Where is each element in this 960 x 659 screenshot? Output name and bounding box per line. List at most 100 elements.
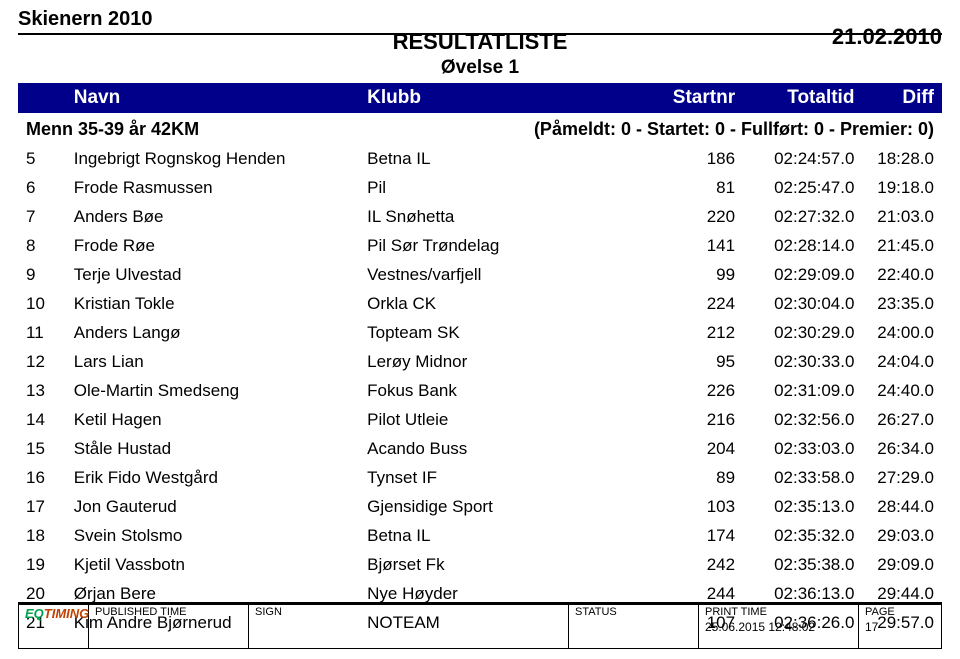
cell-navn: Ketil Hagen <box>74 410 367 430</box>
cell-navn: Ståle Hustad <box>74 439 367 459</box>
cell-klubb: Fokus Bank <box>367 381 645 401</box>
cell-navn: Ørjan Bere <box>74 584 367 604</box>
cell-klubb: Betna IL <box>367 526 645 546</box>
cell-navn: Frode Røe <box>74 236 367 256</box>
cell-startnr: 204 <box>646 439 736 459</box>
cell-navn: Ingebrigt Rognskog Henden <box>74 149 367 169</box>
cell-klubb: Lerøy Midnor <box>367 352 645 372</box>
cell-diff: 23:35.0 <box>854 294 934 314</box>
cell-navn: Terje Ulvestad <box>74 265 367 285</box>
category-meta: (Påmeldt: 0 - Startet: 0 - Fullført: 0 -… <box>534 119 934 140</box>
table-body: 5Ingebrigt Rognskog HendenBetna IL18602:… <box>18 144 942 637</box>
table-row: 10Kristian TokleOrkla CK22402:30:04.023:… <box>18 289 942 318</box>
cell-startnr: 141 <box>646 236 736 256</box>
event-date: 21.02.2010 <box>832 24 942 50</box>
cell-klubb: Gjensidige Sport <box>367 497 645 517</box>
cell-totaltid: 02:35:32.0 <box>735 526 854 546</box>
cell-totaltid: 02:29:09.0 <box>735 265 854 285</box>
cell-navn: Jon Gauterud <box>74 497 367 517</box>
cell-startnr: 216 <box>646 410 736 430</box>
cell-navn: Anders Langø <box>74 323 367 343</box>
cell-startnr: 89 <box>646 468 736 488</box>
cell-klubb: Acando Buss <box>367 439 645 459</box>
col-diff-header: Diff <box>854 87 934 109</box>
footer-page: PAGE 17 <box>859 603 941 648</box>
cell-rank: 9 <box>26 265 74 285</box>
table-header: Navn Klubb Startnr Totaltid Diff <box>18 83 942 113</box>
cell-startnr: 81 <box>646 178 736 198</box>
cell-rank: 12 <box>26 352 74 372</box>
col-totaltid-header: Totaltid <box>735 87 854 109</box>
cell-klubb: Vestnes/varfjell <box>367 265 645 285</box>
footer-status-label: STATUS <box>575 606 692 618</box>
footer-page-value: 17 <box>865 620 935 634</box>
col-navn-header: Navn <box>74 87 367 109</box>
footer-print-value: 25.06.2015 12:48:02 <box>705 620 852 634</box>
footer-published-label: PUBLISHED TIME <box>95 606 242 618</box>
cell-totaltid: 02:31:09.0 <box>735 381 854 401</box>
cell-rank: 19 <box>26 555 74 575</box>
cell-diff: 28:44.0 <box>854 497 934 517</box>
cell-totaltid: 02:35:38.0 <box>735 555 854 575</box>
page: Skienern 2010 RESULTATLISTE 21.02.2010 Ø… <box>0 0 960 637</box>
cell-startnr: 226 <box>646 381 736 401</box>
ovelse-label: Øvelse 1 <box>18 57 942 79</box>
cell-startnr: 95 <box>646 352 736 372</box>
cell-klubb: Bjørset Fk <box>367 555 645 575</box>
cell-rank: 5 <box>26 149 74 169</box>
title-row: RESULTATLISTE 21.02.2010 <box>18 29 942 55</box>
cell-klubb: Tynset IF <box>367 468 645 488</box>
cell-startnr: 242 <box>646 555 736 575</box>
cell-totaltid: 02:33:03.0 <box>735 439 854 459</box>
table-row: 17Jon GauterudGjensidige Sport10302:35:1… <box>18 492 942 521</box>
cell-totaltid: 02:25:47.0 <box>735 178 854 198</box>
table-row: 14Ketil HagenPilot Utleie21602:32:56.026… <box>18 405 942 434</box>
cell-rank: 13 <box>26 381 74 401</box>
cell-klubb: Betna IL <box>367 149 645 169</box>
cell-diff: 29:09.0 <box>854 555 934 575</box>
table-row: 7Anders BøeIL Snøhetta22002:27:32.021:03… <box>18 202 942 231</box>
cell-rank: 20 <box>26 584 74 604</box>
cell-diff: 26:34.0 <box>854 439 934 459</box>
cell-rank: 15 <box>26 439 74 459</box>
cell-klubb: Nye Høyder <box>367 584 645 604</box>
cell-navn: Svein Stolsmo <box>74 526 367 546</box>
cell-klubb: Orkla CK <box>367 294 645 314</box>
table-row: 5Ingebrigt Rognskog HendenBetna IL18602:… <box>18 144 942 173</box>
table-row: 12Lars LianLerøy Midnor9502:30:33.024:04… <box>18 347 942 376</box>
cell-diff: 27:29.0 <box>854 468 934 488</box>
footer-print: PRINT TIME 25.06.2015 12:48:02 <box>699 603 859 648</box>
cell-navn: Kristian Tokle <box>74 294 367 314</box>
cell-diff: 22:40.0 <box>854 265 934 285</box>
cell-totaltid: 02:24:57.0 <box>735 149 854 169</box>
top-row: Skienern 2010 <box>18 8 942 31</box>
footer-logo: EQTIMING <box>19 603 89 648</box>
cell-diff: 29:03.0 <box>854 526 934 546</box>
footer-page-label: PAGE <box>865 606 935 618</box>
table-row: 13Ole-Martin SmedsengFokus Bank22602:31:… <box>18 376 942 405</box>
cell-diff: 21:03.0 <box>854 207 934 227</box>
cell-diff: 18:28.0 <box>854 149 934 169</box>
table-row: 15Ståle HustadAcando Buss20402:33:03.026… <box>18 434 942 463</box>
cell-startnr: 174 <box>646 526 736 546</box>
cell-diff: 26:27.0 <box>854 410 934 430</box>
table-row: 16Erik Fido WestgårdTynset IF8902:33:58.… <box>18 463 942 492</box>
cell-totaltid: 02:27:32.0 <box>735 207 854 227</box>
footer-status: STATUS <box>569 603 699 648</box>
cell-rank: 8 <box>26 236 74 256</box>
event-name: Skienern 2010 <box>18 8 153 31</box>
footer-published: PUBLISHED TIME <box>89 603 249 648</box>
cell-klubb: Pilot Utleie <box>367 410 645 430</box>
cell-diff: 19:18.0 <box>854 178 934 198</box>
cell-rank: 7 <box>26 207 74 227</box>
cell-navn: Frode Rasmussen <box>74 178 367 198</box>
cell-totaltid: 02:30:33.0 <box>735 352 854 372</box>
category-row: Menn 35-39 år 42KM (Påmeldt: 0 - Startet… <box>18 113 942 144</box>
cell-rank: 18 <box>26 526 74 546</box>
cell-diff: 24:40.0 <box>854 381 934 401</box>
cell-startnr: 186 <box>646 149 736 169</box>
cell-rank: 11 <box>26 323 74 343</box>
cell-totaltid: 02:32:56.0 <box>735 410 854 430</box>
footer-sign: SIGN <box>249 603 569 648</box>
category-name: Menn 35-39 år 42KM <box>26 119 199 140</box>
